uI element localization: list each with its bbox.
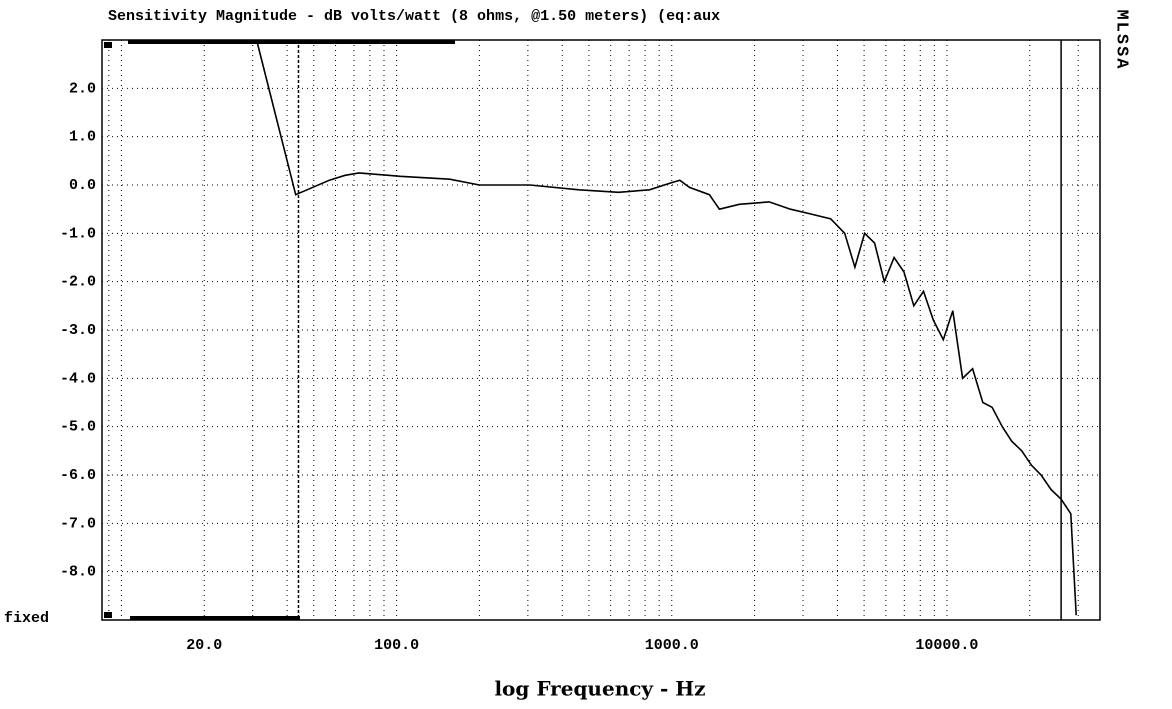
y-tick-label: -6.0 [60,467,96,484]
series-line [255,39,1077,616]
marker-box [104,612,112,618]
y-tick-label: -1.0 [60,225,96,242]
y-tick-label: -4.0 [60,370,96,387]
gate-bar [128,40,455,44]
y-tick-label: 1.0 [69,129,96,146]
y-tick-label: -2.0 [60,274,96,291]
x-axis-label: log Frequency - Hz [494,677,705,701]
y-tick-label: -3.0 [60,322,96,339]
y-tick-label: -8.0 [60,564,96,581]
gate-bar [130,616,300,620]
chart-title: Sensitivity Magnitude - dB volts/watt (8… [108,8,720,25]
side-label: MLSSA [1112,9,1131,70]
x-tick-label: 1000.0 [645,637,699,654]
y-tick-label: -5.0 [60,419,96,436]
marker-box [104,42,112,48]
x-tick-label: 10000.0 [915,637,978,654]
y-tick-label: -7.0 [60,515,96,532]
corner-label: fixed [4,610,49,627]
y-tick-label: 0.0 [69,177,96,194]
plot-frame [101,39,1101,621]
x-tick-label: 20.0 [186,637,222,654]
x-tick-label: 100.0 [374,637,419,654]
side-label-text: MLSSA [1112,9,1131,70]
y-tick-label: 2.0 [69,80,96,97]
